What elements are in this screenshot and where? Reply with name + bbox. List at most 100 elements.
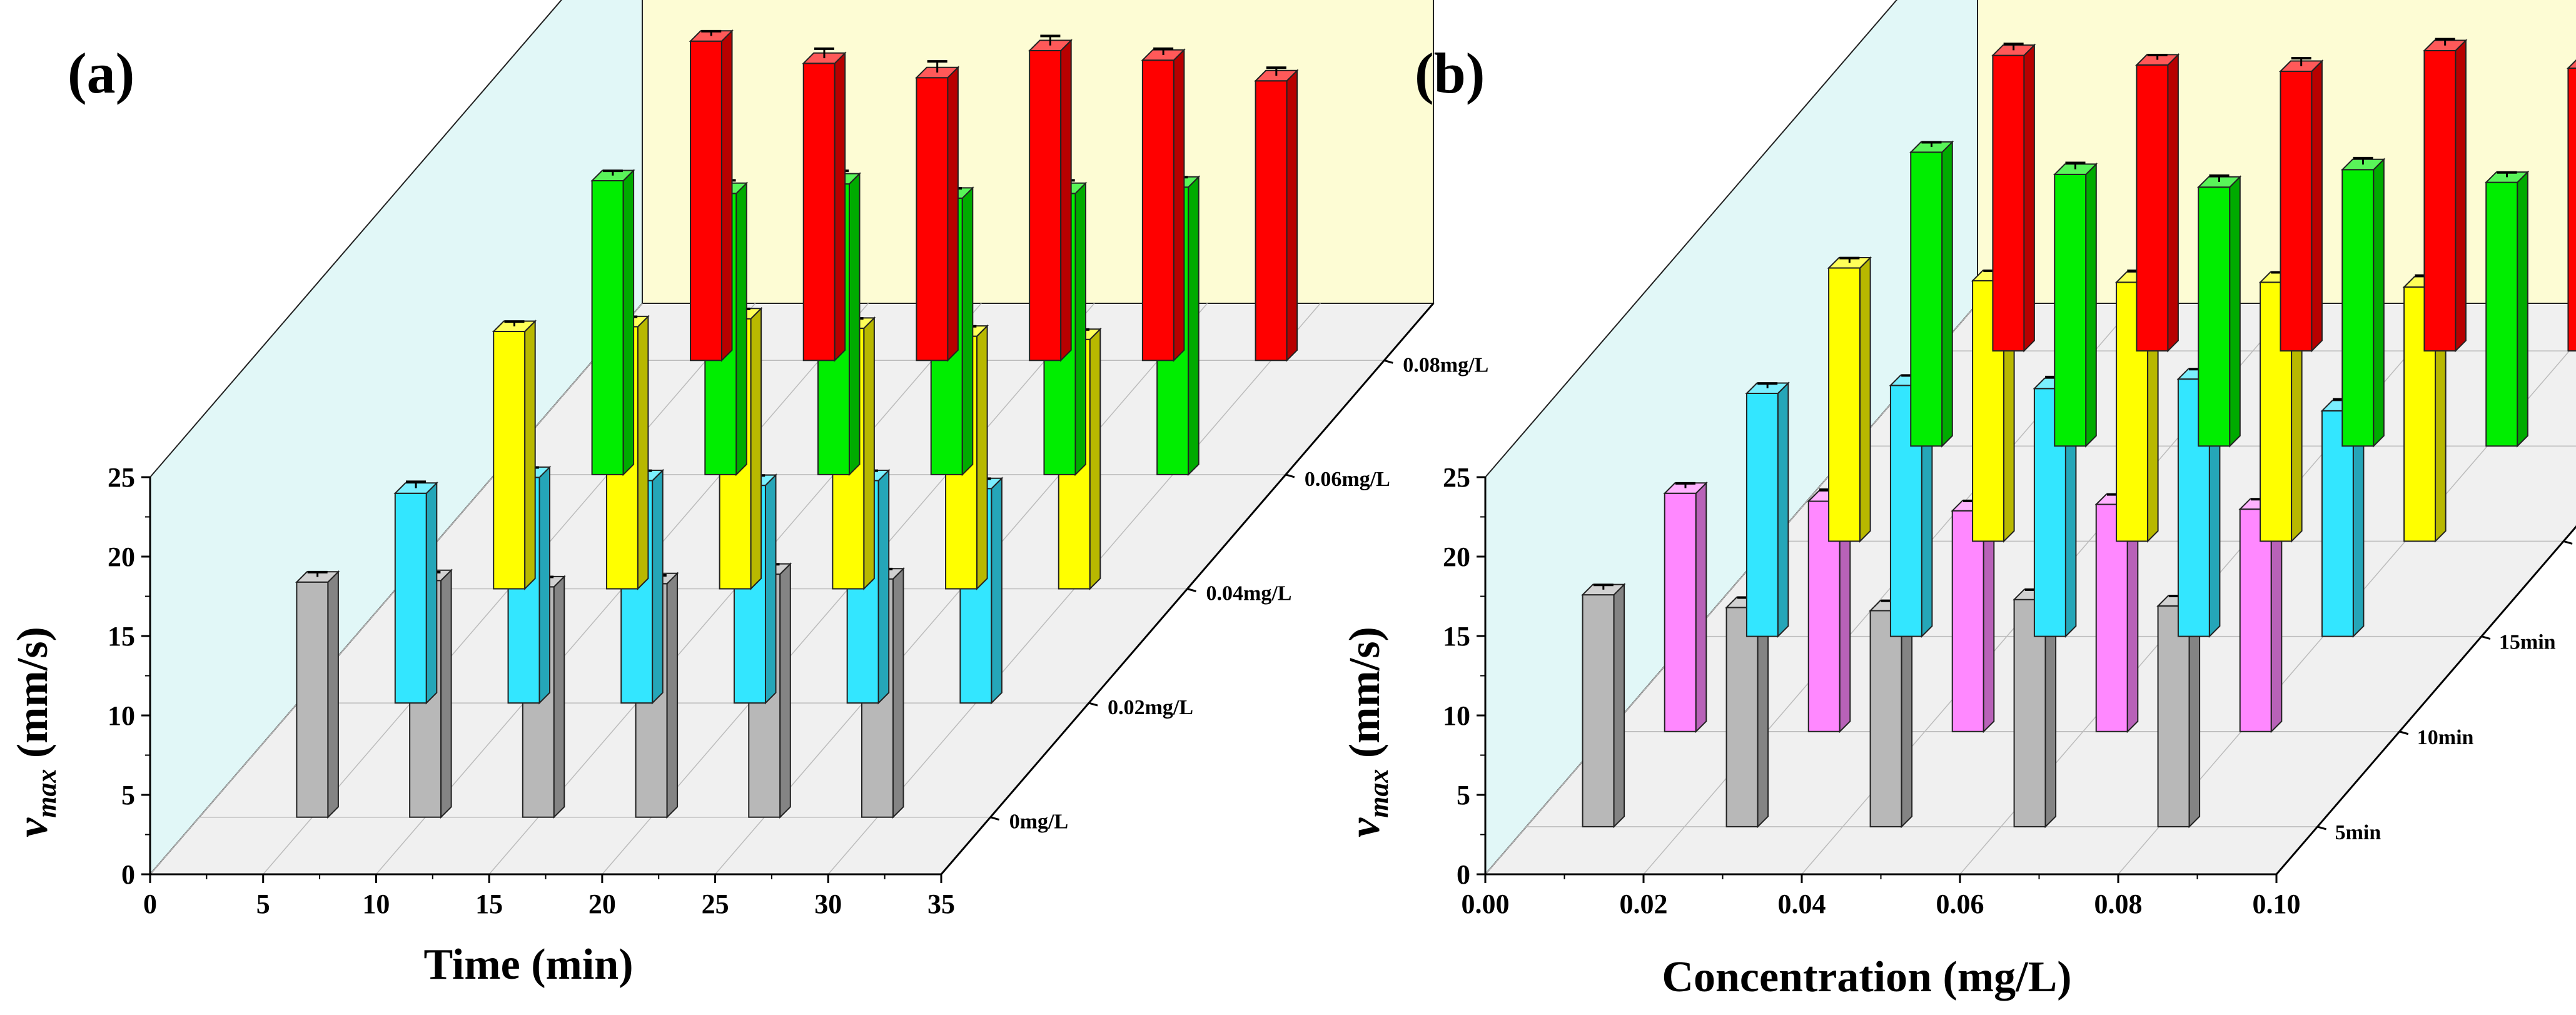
depth-tick-label: 0.08mg/L — [1403, 353, 1488, 376]
bar-side — [765, 473, 777, 705]
bar-front — [1745, 392, 1779, 637]
bar-side — [2455, 39, 2467, 353]
bar-0mg/L-0 — [295, 570, 340, 819]
y-axis-title: vmax (mm/s) — [1341, 627, 1394, 837]
x-tick-label: 25 — [702, 889, 729, 919]
depth-tick-label: 0.06mg/L — [1305, 468, 1390, 491]
bar-front — [2013, 598, 2046, 827]
bar-side — [2085, 162, 2097, 448]
panel-label: (b) — [1415, 41, 1485, 105]
y-tick-label: 10 — [108, 700, 135, 731]
bar-front — [690, 40, 723, 361]
bar-front — [591, 180, 624, 475]
bar-front — [2136, 64, 2169, 352]
bar-front — [1141, 59, 1174, 361]
bar-30min-4 — [2566, 59, 2576, 352]
bar-front — [2341, 169, 2375, 447]
bar-top — [1745, 382, 1790, 394]
depth-tick-label: 0mg/L — [1009, 810, 1068, 834]
bar-front — [916, 77, 949, 361]
bar-side — [2373, 158, 2385, 448]
bar-side — [1777, 381, 1789, 639]
bar-front — [394, 492, 427, 704]
y-axis-subscript: max — [31, 769, 62, 818]
bar-front — [2157, 605, 2190, 827]
bar-0.08mg/L-4 — [1141, 47, 1186, 362]
x-tick-label: 0.08 — [2094, 889, 2143, 919]
bar-side — [666, 572, 679, 819]
bar-side — [991, 477, 1003, 705]
y-tick-label: 5 — [121, 780, 135, 810]
chart-panel-b: 05101520250.000.020.040.060.080.1030min2… — [1341, 0, 2576, 1001]
bar-0.08mg/L-1 — [802, 47, 847, 362]
x-tick-label: 5 — [256, 889, 270, 919]
y-tick-label: 15 — [1443, 621, 1470, 652]
bar-front — [1910, 151, 1943, 447]
bar-30min-1 — [2134, 53, 2180, 353]
bar-side — [1074, 181, 1086, 477]
bar-side — [1941, 140, 1953, 448]
bar-25min-1 — [2053, 161, 2098, 448]
y-tick-label: 5 — [1457, 780, 1470, 810]
bar-side — [877, 468, 890, 705]
bar-5min-4 — [2156, 593, 2201, 829]
y-tick-label: 20 — [108, 542, 135, 572]
x-tick-label: 0 — [143, 889, 157, 919]
bar-top — [689, 30, 734, 42]
y-axis-symbol: v — [1341, 817, 1389, 837]
depth-axis-line — [2275, 525, 2576, 875]
bar-top — [2134, 54, 2180, 66]
depth-tick-label: 0.02mg/L — [1108, 696, 1193, 719]
bar-side — [1188, 175, 1200, 477]
bar-side — [327, 570, 339, 819]
bar-side — [622, 169, 635, 477]
bar-side — [553, 575, 565, 819]
depth-tick-mark — [2399, 730, 2409, 735]
panel-label: (a) — [68, 41, 134, 105]
bar-top — [295, 571, 340, 583]
bar-front — [1992, 54, 2025, 352]
bar-front — [1029, 50, 1062, 361]
bar-side — [2311, 59, 2323, 353]
bar-side — [863, 316, 875, 590]
bar-side — [652, 468, 664, 705]
bar-side — [1173, 48, 1185, 362]
bar-side — [735, 181, 747, 477]
x-tick-label: 0.06 — [1936, 889, 1984, 919]
bar-side — [1286, 69, 1298, 362]
bar-front — [2198, 186, 2231, 447]
x-tick-label: 0.02 — [1620, 889, 1668, 919]
bar-0.08mg/L-0 — [689, 29, 734, 362]
depth-tick-mark — [2563, 540, 2573, 545]
bar-side — [1859, 256, 1871, 543]
depth-tick-label: 0.04mg/L — [1206, 582, 1292, 605]
bar-side — [1613, 583, 1625, 829]
bar-front — [2095, 503, 2128, 732]
y-tick-label: 10 — [1443, 700, 1470, 731]
x-tick-label: 35 — [927, 889, 955, 919]
depth-tick-mark — [1285, 473, 1295, 478]
bar-side — [2023, 43, 2035, 353]
depth-tick-mark — [1088, 702, 1098, 707]
bar-front — [2423, 50, 2457, 352]
bar-side — [524, 320, 536, 590]
y-axis-unit: (mm/s) — [9, 627, 57, 769]
bar-front — [2054, 173, 2087, 447]
depth-tick-mark — [1383, 359, 1393, 364]
y-tick-label: 25 — [1443, 462, 1470, 493]
bar-top — [2566, 59, 2576, 69]
bar-side — [1089, 327, 1101, 590]
bar-side — [961, 186, 974, 477]
x-tick-label: 20 — [588, 889, 616, 919]
bar-side — [750, 306, 762, 590]
bar-10min-0 — [1663, 481, 1708, 734]
x-tick-label: 30 — [814, 889, 842, 919]
x-tick-label: 0.00 — [1462, 889, 1510, 919]
bar-0.08mg/L-2 — [914, 60, 960, 362]
bar-top — [1663, 482, 1708, 494]
bar-side — [2517, 170, 2528, 448]
bar-25min-4 — [2484, 170, 2530, 448]
bar-front — [1664, 492, 1697, 732]
